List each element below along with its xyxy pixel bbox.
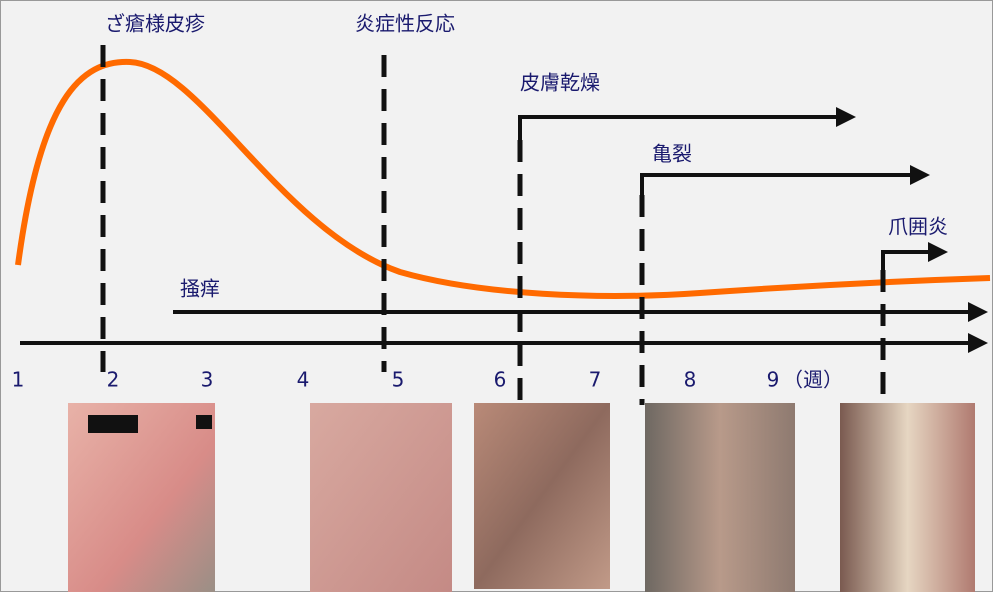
photo-mask bbox=[196, 415, 212, 429]
fissure-arrow bbox=[640, 165, 930, 195]
axis-unit: （週） bbox=[783, 368, 843, 392]
event-label: 亀裂 bbox=[652, 142, 692, 166]
event-label: ざ瘡様皮疹 bbox=[105, 12, 205, 36]
photo-dryness bbox=[474, 403, 610, 589]
tick-label: 1 bbox=[12, 368, 25, 392]
tick-labels: 1 2 3 4 5 6 7 8 9 （週） bbox=[12, 368, 843, 392]
photo-mask bbox=[88, 415, 138, 433]
dryness-arrow bbox=[518, 107, 856, 140]
tick-label: 9 bbox=[767, 368, 780, 392]
photo-acneiform bbox=[68, 403, 215, 592]
photo-fissure bbox=[645, 403, 795, 592]
event-label: 掻痒 bbox=[180, 277, 220, 301]
tick-label: 2 bbox=[107, 368, 120, 392]
tick-label: 7 bbox=[589, 368, 602, 392]
tick-label: 6 bbox=[494, 368, 507, 392]
tick-label: 4 bbox=[297, 368, 310, 392]
tick-label: 3 bbox=[201, 368, 214, 392]
tick-label: 5 bbox=[392, 368, 405, 392]
photo-inflammation bbox=[310, 403, 452, 592]
paronychia-arrow bbox=[881, 242, 948, 270]
event-label: 炎症性反応 bbox=[355, 12, 455, 36]
tick-label: 8 bbox=[684, 368, 697, 392]
photo-paronychia bbox=[840, 403, 975, 592]
event-label: 爪囲炎 bbox=[888, 215, 948, 239]
severity-curve bbox=[15, 58, 991, 299]
event-label: 皮膚乾燥 bbox=[520, 71, 600, 95]
